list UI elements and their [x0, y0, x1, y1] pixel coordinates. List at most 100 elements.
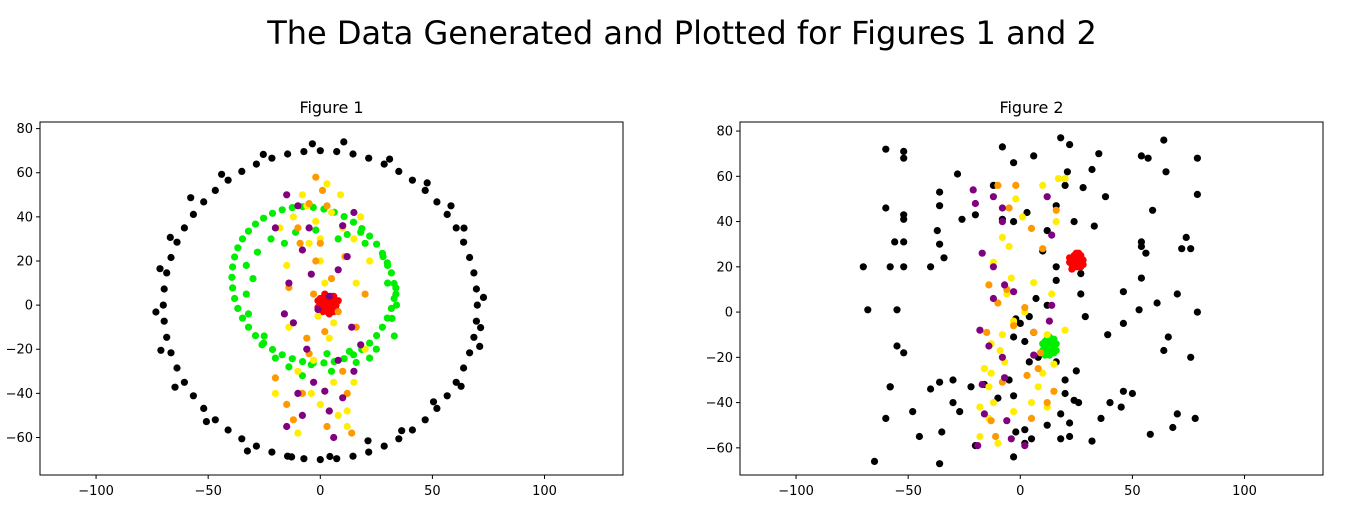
scatter-point	[283, 422, 291, 431]
scatter-point	[352, 358, 360, 367]
scatter-point	[936, 240, 944, 248]
scatter-point	[1030, 328, 1038, 336]
scatter-point	[1050, 387, 1058, 395]
scatter-point	[379, 253, 387, 261]
scatter-point	[366, 257, 374, 265]
scatter-point	[1193, 190, 1201, 198]
scatter-point	[395, 167, 403, 175]
scatter-point	[242, 261, 250, 269]
scatter-point	[1010, 392, 1018, 400]
scatter-point	[350, 378, 358, 386]
scatter-point	[373, 240, 381, 248]
scatter-point	[989, 193, 998, 201]
scatter-point	[1039, 369, 1047, 377]
scatter-point	[305, 200, 313, 208]
y-tick-label: −60	[6, 431, 33, 446]
scatter-point	[180, 378, 188, 386]
scatter-point	[187, 194, 195, 202]
scatter-point	[933, 227, 941, 235]
scatter-point	[323, 308, 331, 316]
scatter-point	[1101, 193, 1110, 201]
scatter-point	[998, 204, 1007, 212]
scatter-point	[238, 235, 247, 243]
x-tick-label: 50	[424, 484, 441, 499]
scatter-point	[1173, 410, 1181, 418]
scatter-point	[288, 453, 296, 461]
scatter-point	[1068, 265, 1076, 273]
scatter-point	[1001, 281, 1009, 289]
scatter-point	[318, 186, 327, 194]
scatter-point	[173, 364, 181, 372]
scatter-point	[380, 160, 388, 168]
scatter-point	[361, 345, 369, 353]
scatter-point	[200, 404, 208, 412]
scatter-point	[457, 382, 465, 390]
scatter-point	[334, 266, 342, 274]
scatter-point	[294, 429, 302, 437]
scatter-point	[380, 442, 388, 450]
y-tick-label: 80	[716, 125, 733, 140]
scatter-point	[882, 145, 890, 153]
figure-2-title: Figure 2	[999, 98, 1063, 117]
scatter-point	[244, 227, 253, 235]
scatter-point	[452, 224, 460, 232]
scatter-point	[323, 422, 331, 431]
scatter-point	[1025, 313, 1033, 321]
scatter-point	[460, 364, 468, 372]
scatter-point	[989, 263, 998, 271]
scatter-point	[985, 342, 993, 350]
scatter-point	[433, 198, 441, 206]
scatter-point	[350, 367, 358, 375]
y-tick-label: −40	[706, 396, 733, 411]
scatter-point	[343, 407, 351, 415]
scatter-point	[364, 437, 372, 445]
scatter-point	[1007, 435, 1015, 443]
scatter-point	[343, 230, 351, 239]
scatter-point	[423, 179, 431, 187]
scatter-point	[251, 332, 260, 340]
scatter-point	[470, 333, 478, 341]
y-tick-label: 40	[16, 210, 33, 225]
scatter-point	[298, 372, 306, 380]
scatter-point	[343, 253, 351, 261]
x-tick-label: 100	[532, 484, 557, 499]
scatter-point	[238, 167, 246, 175]
y-tick-label: 20	[716, 260, 733, 275]
scatter-point	[1193, 154, 1201, 162]
scatter-point	[267, 235, 275, 243]
scatter-point	[460, 224, 468, 232]
scatter-point	[336, 191, 345, 199]
scatter-point	[985, 281, 993, 289]
scatter-point	[365, 448, 373, 456]
scatter-point	[307, 389, 315, 397]
scatter-point	[958, 215, 966, 223]
scatter-point	[289, 416, 297, 424]
scatter-point	[345, 347, 353, 355]
scatter-point	[260, 214, 268, 222]
scatter-point	[466, 349, 474, 357]
scatter-point	[388, 314, 396, 322]
scatter-point	[243, 447, 251, 455]
scatter-point	[1052, 263, 1060, 271]
scatter-point	[1137, 238, 1145, 246]
scatter-point	[983, 328, 991, 336]
scatter-point	[1050, 360, 1058, 368]
scatter-point	[971, 199, 980, 208]
scatter-point	[1027, 435, 1036, 443]
scatter-point	[882, 414, 890, 422]
scatter-point	[283, 261, 291, 269]
scatter-point	[466, 253, 474, 262]
scatter-point	[1088, 437, 1096, 445]
scatter-point	[1169, 423, 1177, 432]
scatter-point	[160, 317, 168, 325]
scatter-point	[974, 442, 982, 450]
scatter-point	[1077, 254, 1085, 262]
scatter-point	[1052, 206, 1060, 214]
y-tick-label: 60	[16, 166, 33, 181]
scatter-point	[1088, 165, 1096, 174]
scatter-point	[1137, 152, 1145, 160]
scatter-point	[259, 150, 267, 158]
scatter-point	[307, 270, 315, 278]
scatter-point	[156, 265, 164, 273]
axes-frame	[39, 121, 624, 476]
